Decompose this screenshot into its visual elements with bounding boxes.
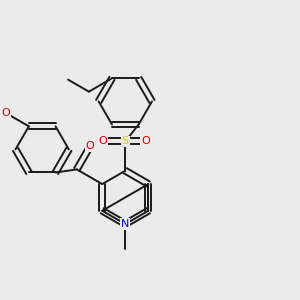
Text: N: N <box>121 219 130 229</box>
Text: O: O <box>2 108 10 118</box>
Text: O: O <box>141 136 150 146</box>
Text: O: O <box>86 141 94 151</box>
Text: S: S <box>122 136 129 146</box>
Text: O: O <box>98 136 107 146</box>
